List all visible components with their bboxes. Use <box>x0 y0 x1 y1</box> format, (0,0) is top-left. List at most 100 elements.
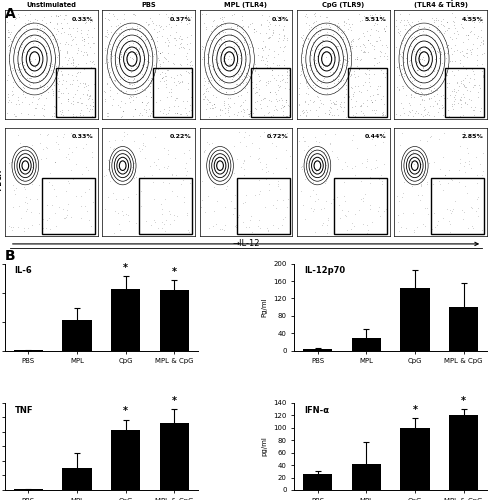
Point <box>264 51 272 59</box>
Point <box>158 74 166 82</box>
Point <box>23 206 31 214</box>
Point <box>58 80 65 88</box>
Bar <box>62 320 92 350</box>
Point <box>380 24 388 32</box>
Point <box>164 49 172 57</box>
Point <box>339 107 347 115</box>
Point <box>79 112 87 120</box>
Point <box>225 60 233 68</box>
Point <box>363 156 370 164</box>
Point <box>308 46 316 54</box>
Point <box>132 93 140 101</box>
Point <box>257 56 265 64</box>
Point <box>308 82 316 90</box>
Point <box>306 66 314 74</box>
Point <box>396 142 404 150</box>
Point <box>219 32 227 40</box>
Point <box>134 40 142 48</box>
Point <box>338 206 346 214</box>
Point <box>406 108 414 116</box>
Point <box>126 53 134 61</box>
Point <box>308 146 315 154</box>
Point <box>25 20 32 28</box>
Point <box>271 46 278 54</box>
Point <box>377 109 385 117</box>
Point <box>183 12 190 20</box>
Point <box>213 20 220 28</box>
Point <box>462 30 470 38</box>
Point <box>87 63 95 71</box>
Point <box>177 110 184 118</box>
Text: *: * <box>412 405 418 415</box>
Point <box>380 25 388 33</box>
Point <box>423 137 431 145</box>
Point <box>91 88 98 96</box>
Point <box>338 103 345 111</box>
Point <box>48 30 56 38</box>
Point <box>333 24 340 32</box>
Point <box>366 201 373 209</box>
Point <box>182 172 190 179</box>
Point <box>76 109 84 117</box>
Point <box>206 82 214 90</box>
Point <box>73 50 81 58</box>
Point <box>277 104 285 112</box>
Point <box>456 166 463 174</box>
Point <box>48 60 56 68</box>
Point <box>359 220 367 228</box>
Point <box>427 86 434 94</box>
Point <box>453 79 461 87</box>
Point <box>398 128 406 136</box>
Text: *: * <box>172 396 177 406</box>
Point <box>183 210 190 218</box>
Point <box>64 98 72 106</box>
Point <box>457 142 464 150</box>
Bar <box>250 68 290 116</box>
Point <box>321 109 329 117</box>
Point <box>378 111 386 119</box>
Point <box>329 75 337 83</box>
Point <box>117 50 124 58</box>
Point <box>208 76 215 84</box>
Point <box>404 18 412 25</box>
Point <box>342 81 350 89</box>
Point <box>246 72 254 80</box>
Point <box>277 12 284 20</box>
Point <box>380 160 388 168</box>
Point <box>125 37 133 45</box>
Point <box>273 106 281 114</box>
Point <box>206 104 214 112</box>
Point <box>51 102 59 110</box>
Bar <box>352 464 381 490</box>
Point <box>162 84 170 92</box>
Point <box>21 64 29 72</box>
Point <box>423 180 430 188</box>
Point <box>83 207 91 215</box>
Point <box>69 112 77 120</box>
Bar <box>154 68 192 116</box>
Point <box>463 86 471 94</box>
Point <box>67 99 75 107</box>
Point <box>7 92 15 100</box>
Point <box>350 70 358 78</box>
Point <box>80 48 88 56</box>
Point <box>175 79 183 87</box>
Point <box>62 84 70 92</box>
Point <box>163 164 171 172</box>
Point <box>52 68 60 76</box>
Point <box>167 23 175 31</box>
Point <box>162 72 170 80</box>
Point <box>183 210 191 218</box>
Point <box>256 29 264 37</box>
Point <box>470 81 478 89</box>
Point <box>444 48 452 56</box>
Point <box>444 42 452 50</box>
Point <box>405 58 413 66</box>
Point <box>20 88 28 96</box>
Point <box>242 32 249 40</box>
Point <box>175 44 183 52</box>
Point <box>166 16 174 24</box>
Point <box>302 78 309 86</box>
Point <box>424 108 431 116</box>
Point <box>158 68 166 76</box>
